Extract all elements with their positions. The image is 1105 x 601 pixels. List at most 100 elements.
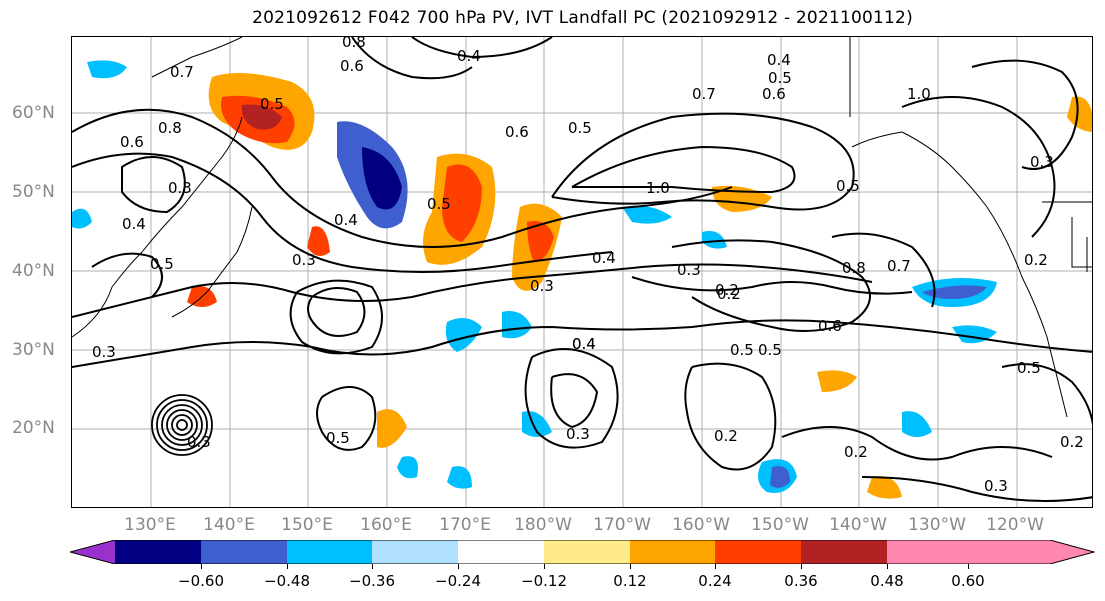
lat-label-20n: 20°N — [12, 418, 55, 438]
colorbar-tick — [287, 564, 288, 569]
contour-label: 0.5 — [568, 119, 592, 137]
typhoon-contour-cluster — [151, 394, 213, 456]
contour-label: 0.3 — [92, 343, 116, 361]
lon-label: 130°E — [124, 515, 176, 535]
contour-label: 0.6 — [818, 317, 842, 335]
contour-label: 1.0 — [646, 179, 670, 197]
contour-label: 0.4 — [767, 51, 791, 69]
contour-label: 0.3 — [530, 277, 554, 295]
contour-label: 0.7 — [692, 85, 716, 103]
colorbar-segment — [372, 540, 458, 564]
lon-label: 120°W — [986, 515, 1044, 535]
contour-label: 0.5 — [768, 69, 792, 87]
contour-label: 0.4 — [572, 335, 596, 353]
contour-label: 0.3 — [984, 477, 1008, 495]
colorbar-segment — [544, 540, 630, 564]
colorbar-segment — [201, 540, 287, 564]
map-canvas: 0.8 0.6 0.4 0.7 0.5 0.8 0.6 0.3 0.4 0.5 … — [72, 37, 1092, 507]
colorbar-tick-label: −0.24 — [435, 572, 481, 590]
contour-label: 0.7 — [887, 257, 911, 275]
lon-label: 130°W — [908, 515, 966, 535]
lat-label-30n: 30°N — [12, 340, 55, 360]
contour-label: 0.5 — [326, 429, 350, 447]
contour-label: 0.6 — [762, 85, 786, 103]
contour-label: 0.5 — [730, 341, 754, 359]
contour-label: 0.4 — [572, 335, 596, 353]
contour-label: 0.6 — [505, 123, 529, 141]
colorbar-segment — [801, 540, 887, 564]
contour-label: 0.3 — [168, 179, 192, 197]
contour-label: 0.5 — [427, 195, 451, 213]
graticule — [72, 37, 1092, 507]
colorbar-segment — [70, 540, 115, 564]
lon-label: 140°E — [203, 515, 255, 535]
contour-label: 0.5 — [260, 95, 284, 113]
lat-label-40n: 40°N — [12, 261, 55, 281]
contour-label: 0.2 — [715, 281, 739, 299]
contour-label: 0.2 — [844, 443, 868, 461]
contour-label: 0.8 — [158, 119, 182, 137]
colorbar-tick — [372, 564, 373, 569]
lon-label: 180°W — [514, 515, 572, 535]
colorbar-tick-label: 0.24 — [698, 572, 732, 590]
colorbar-tick — [201, 564, 202, 569]
contour-label: 0.3 — [187, 433, 211, 451]
colorbar-tick-label: 0.48 — [870, 572, 904, 590]
contour-label: 0.6 — [340, 57, 364, 75]
colorbar-segment — [458, 540, 544, 564]
colorbar-segment — [287, 540, 372, 564]
contour-label: 0.3 — [1030, 153, 1054, 171]
colorbar-segment — [630, 540, 715, 564]
colorbar-segment — [115, 540, 201, 564]
contour-label: 0.2 — [714, 427, 738, 445]
contour-label: 0.3 — [566, 425, 590, 443]
lon-label: 140°W — [829, 515, 887, 535]
colorbar-tick — [544, 564, 545, 569]
colorbar-segment — [1050, 540, 1094, 564]
colorbar-tick-label: −0.12 — [521, 572, 567, 590]
lon-label: 160°E — [360, 515, 412, 535]
contour-label: 0.6 — [120, 133, 144, 151]
contour-label: 0.8 — [342, 37, 366, 51]
map-panel: 0.8 0.6 0.4 0.7 0.5 0.8 0.6 0.3 0.4 0.5 … — [71, 36, 1093, 508]
colorbar-segment — [715, 540, 801, 564]
colorbar-tick-label: −0.36 — [349, 572, 395, 590]
ivt-pc-filled-shading — [72, 60, 1092, 499]
lon-label: 150°W — [751, 515, 809, 535]
contour-label: 0.2 — [1024, 251, 1048, 269]
contour-value-labels: 0.8 0.6 0.4 0.7 0.5 0.8 0.6 0.3 0.4 0.5 … — [92, 37, 1084, 495]
contour-label: 0.5 — [836, 177, 860, 195]
contour-label: 0.5 — [758, 341, 782, 359]
lon-label: 150°E — [281, 515, 333, 535]
contour-label: 0.3 — [292, 251, 316, 269]
colorbar-tick-label: 0.12 — [613, 572, 647, 590]
colorbar-tick-label: 0.60 — [951, 572, 985, 590]
colorbar-tick — [458, 564, 459, 569]
colorbar-tick — [887, 564, 888, 569]
colorbar — [70, 540, 1095, 564]
contour-label: 0.3 — [677, 261, 701, 279]
pv-contours — [72, 37, 1092, 502]
contour-label: 0.2 — [1060, 433, 1084, 451]
contour-label: 0.4 — [457, 47, 481, 65]
contour-label: 0.2 — [717, 285, 741, 303]
contour-label: 0.5 — [1017, 359, 1041, 377]
lon-label: 170°E — [439, 515, 491, 535]
contour-label: 0.8 — [842, 259, 866, 277]
colorbar-tick-label: −0.60 — [178, 572, 224, 590]
colorbar-tick — [801, 564, 802, 569]
colorbar-tick-label: 0.36 — [784, 572, 818, 590]
lat-label-50n: 50°N — [12, 182, 55, 202]
colorbar-segment — [887, 540, 1050, 564]
contour-label: 0.4 — [334, 211, 358, 229]
contour-label: 0.4 — [592, 249, 616, 267]
lon-label: 160°W — [672, 515, 730, 535]
colorbar-tick — [715, 564, 716, 569]
colorbar-tick — [630, 564, 631, 569]
contour-label: 1.0 — [907, 85, 931, 103]
contour-label: 0.7 — [170, 63, 194, 81]
coastlines — [72, 37, 1092, 418]
lat-label-60n: 60°N — [12, 103, 55, 123]
contour-label: 0.4 — [122, 215, 146, 233]
colorbar-tick — [968, 564, 969, 569]
